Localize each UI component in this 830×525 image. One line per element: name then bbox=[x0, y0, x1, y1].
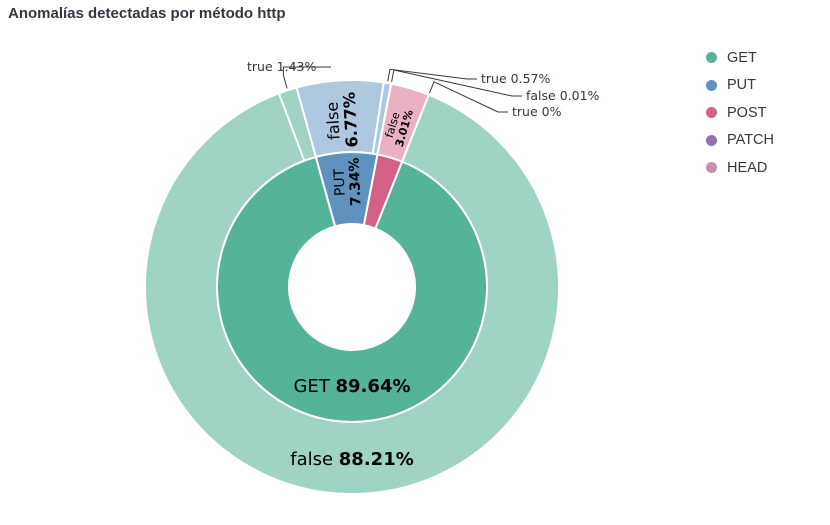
slice-label-percent: 0.01% bbox=[560, 88, 600, 103]
slice-label-percent: 0% bbox=[542, 104, 562, 119]
legend-item-head[interactable]: HEAD bbox=[706, 154, 774, 182]
legend-label: PATCH bbox=[727, 132, 774, 149]
legend-swatch bbox=[706, 79, 717, 91]
legend-label: HEAD bbox=[727, 159, 768, 176]
slice-label-percent: 88.21% bbox=[339, 449, 414, 470]
legend-label: PUT bbox=[727, 77, 756, 94]
outer-slice-post-false-5[interactable] bbox=[376, 82, 431, 163]
legend-label: POST bbox=[727, 104, 767, 121]
outer-leader-label-3: true 0.57% bbox=[481, 71, 550, 86]
inner-label-get: GET 89.64% bbox=[293, 376, 410, 397]
legend-swatch bbox=[706, 162, 717, 174]
slice-label-name: PUT bbox=[332, 168, 349, 196]
slice-label-percent: 0.57% bbox=[511, 71, 551, 86]
legend: GET PUT POST PATCH HEAD bbox=[706, 44, 774, 182]
outer-slice-get-false-0[interactable] bbox=[144, 92, 560, 495]
slice-label-percent: 6.77% bbox=[339, 92, 361, 149]
leader-line bbox=[391, 69, 522, 97]
slice-label-name: false bbox=[526, 88, 560, 103]
chart-title: Anomalías detectadas por método http bbox=[8, 5, 286, 22]
legend-swatch bbox=[706, 107, 717, 119]
slice-label-name: false bbox=[322, 101, 343, 140]
legend-swatch bbox=[706, 134, 717, 146]
legend-item-post[interactable]: POST bbox=[706, 99, 774, 127]
legend-label: GET bbox=[727, 49, 757, 66]
slice-label-percent: 7.34% bbox=[346, 157, 364, 206]
slice-label-name: true bbox=[247, 59, 277, 74]
slice-label-percent: 1.43% bbox=[277, 59, 317, 74]
slice-label-percent: 89.64% bbox=[336, 376, 411, 397]
outer-leader-label-1: true 1.43% bbox=[247, 59, 316, 74]
legend-item-patch[interactable]: PATCH bbox=[706, 127, 774, 155]
leader-line bbox=[387, 68, 477, 82]
outer-leader-label-6: true 0% bbox=[512, 104, 562, 119]
inner-label-put: PUT7.34% bbox=[331, 157, 364, 207]
slice-label-name: false bbox=[290, 449, 339, 470]
leader-line bbox=[282, 66, 331, 89]
legend-swatch bbox=[706, 52, 717, 64]
outer-label-put-false-2: false6.77% bbox=[321, 92, 361, 150]
legend-item-put[interactable]: PUT bbox=[706, 72, 774, 100]
slice-label-name: true bbox=[481, 71, 511, 86]
outer-label-get-false-0: false 88.21% bbox=[290, 449, 414, 470]
leader-line bbox=[429, 81, 508, 113]
slice-label-name: true bbox=[512, 104, 542, 119]
legend-item-get[interactable]: GET bbox=[706, 44, 774, 72]
outer-leader-label-4: false 0.01% bbox=[526, 88, 600, 103]
slice-label-name: GET bbox=[293, 376, 335, 397]
